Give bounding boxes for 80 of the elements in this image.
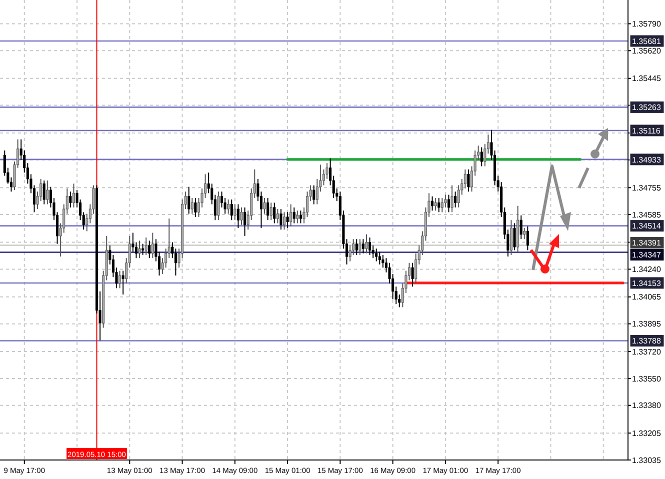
candlestick	[263, 197, 266, 214]
candlestick	[431, 196, 434, 212]
y-tick-label: 1.33205	[632, 428, 662, 438]
candlestick	[230, 199, 233, 221]
candlestick	[42, 180, 46, 205]
candlestick	[72, 183, 75, 208]
candlestick	[382, 254, 384, 268]
ref-line-label: 1.34391	[632, 238, 662, 248]
candlestick	[447, 194, 450, 213]
candlestick	[69, 191, 72, 208]
candlestick	[362, 238, 364, 254]
candlestick	[282, 212, 286, 230]
ref-line-label: 1.35263	[632, 103, 662, 112]
candlestick	[286, 212, 289, 229]
candlestick	[188, 186, 190, 214]
candlestick	[280, 208, 282, 230]
candlestick	[118, 270, 122, 289]
candlestick	[151, 232, 154, 259]
candlestick	[440, 197, 444, 213]
candlestick	[434, 197, 437, 212]
candlestick	[270, 202, 272, 221]
y-tick-label: 1.35790	[632, 20, 662, 29]
candlestick	[438, 197, 440, 213]
candlestick	[142, 243, 144, 256]
y-tick-label: 1.33550	[632, 374, 662, 384]
candlestick	[480, 146, 483, 167]
candlestick	[190, 197, 194, 214]
candlestick	[296, 210, 299, 224]
candlestick	[510, 220, 512, 256]
candlestick	[122, 270, 124, 296]
candlestick	[454, 191, 457, 208]
y-tick-label: 1.34065	[632, 292, 662, 302]
candlestick	[236, 204, 240, 229]
candlestick	[290, 204, 292, 227]
candlestick	[299, 210, 302, 224]
candlestick	[368, 237, 372, 256]
candlestick	[513, 222, 516, 251]
candlestick	[148, 240, 151, 259]
y-tick-label: 1.34755	[632, 183, 662, 192]
candlestick	[365, 234, 368, 254]
ref-line-label: 1.35116	[632, 126, 661, 136]
ref-line-label: 1.34153	[632, 278, 662, 288]
ref-line-label: 1.34347	[632, 250, 662, 260]
candlestick	[240, 206, 243, 226]
candlestick	[411, 262, 414, 288]
candlestick	[138, 240, 141, 259]
ref-line-label: 1.33788	[632, 336, 662, 346]
candlestick	[520, 214, 522, 240]
candlestick	[444, 194, 447, 208]
candlestick	[292, 206, 296, 224]
candlestick	[273, 202, 276, 224]
candlestick	[358, 238, 362, 256]
candlestick	[244, 206, 246, 236]
candlestick	[375, 248, 378, 262]
y-tick-label: 1.35620	[632, 46, 662, 56]
candlestick	[144, 237, 148, 256]
candlestick	[217, 191, 220, 221]
candlestick	[526, 226, 529, 251]
candlestick	[450, 184, 454, 213]
candlestick	[523, 228, 526, 240]
candlestick	[234, 204, 236, 221]
candlestick	[46, 180, 49, 205]
y-tick-label: 1.33380	[632, 401, 662, 410]
candlestick	[276, 208, 279, 224]
candlestick	[266, 197, 270, 221]
ref-line-label: 1.34933	[632, 155, 662, 164]
ref-line-label: 1.35681	[632, 36, 662, 46]
y-tick-label: 1.34240	[632, 264, 662, 274]
y-tick-label: 1.33895	[632, 320, 662, 329]
candlestick	[194, 197, 197, 218]
y-tick-label: 1.34585	[632, 210, 662, 220]
candlestick	[467, 168, 470, 192]
ref-line-label: 1.34514	[632, 222, 662, 231]
candlestick	[312, 184, 316, 205]
y-tick-label: 1.35445	[632, 74, 662, 84]
candlestick	[227, 199, 230, 214]
y-tick-label: 1.33035	[632, 456, 662, 465]
candlestick	[378, 251, 381, 265]
candlestick	[355, 238, 358, 256]
y-tick-label: 1.33720	[632, 347, 662, 356]
